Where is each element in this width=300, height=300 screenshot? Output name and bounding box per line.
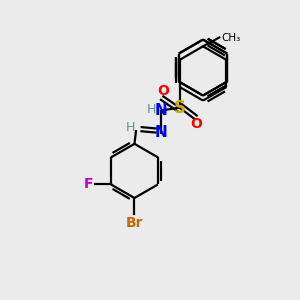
Text: H: H (146, 103, 156, 116)
Text: CH₃: CH₃ (221, 32, 241, 43)
Text: S: S (173, 99, 185, 117)
Text: N: N (154, 103, 167, 118)
Text: Br: Br (126, 216, 143, 230)
Text: N: N (154, 125, 167, 140)
Text: O: O (190, 117, 202, 131)
Text: H: H (126, 121, 135, 134)
Text: O: O (158, 84, 169, 98)
Text: F: F (84, 177, 93, 191)
